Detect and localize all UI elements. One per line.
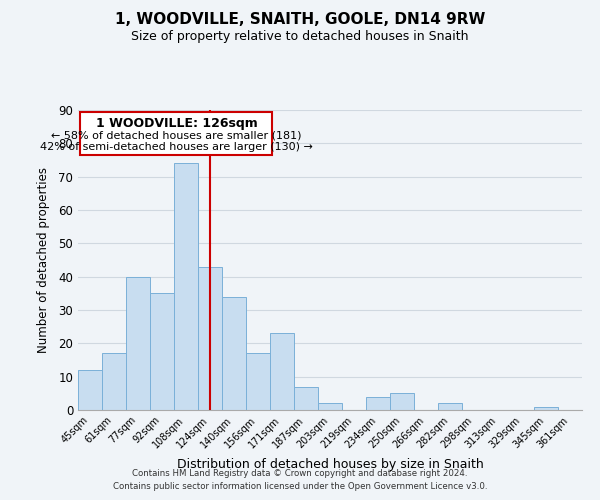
Bar: [222, 296, 246, 410]
Bar: [174, 164, 198, 410]
Bar: [534, 406, 558, 410]
Text: Size of property relative to detached houses in Snaith: Size of property relative to detached ho…: [131, 30, 469, 43]
Y-axis label: Number of detached properties: Number of detached properties: [37, 167, 50, 353]
FancyBboxPatch shape: [80, 112, 272, 155]
Text: Contains HM Land Registry data © Crown copyright and database right 2024.: Contains HM Land Registry data © Crown c…: [132, 468, 468, 477]
Bar: [246, 354, 270, 410]
Bar: [366, 396, 390, 410]
Bar: [102, 354, 126, 410]
Text: ← 58% of detached houses are smaller (181): ← 58% of detached houses are smaller (18…: [51, 130, 302, 140]
Bar: [270, 334, 294, 410]
Bar: [318, 404, 342, 410]
Bar: [390, 394, 414, 410]
Bar: [78, 370, 102, 410]
Text: Contains public sector information licensed under the Open Government Licence v3: Contains public sector information licen…: [113, 482, 487, 491]
Bar: [294, 386, 318, 410]
Text: 1 WOODVILLE: 126sqm: 1 WOODVILLE: 126sqm: [95, 116, 257, 130]
Bar: [438, 404, 462, 410]
Bar: [150, 294, 174, 410]
X-axis label: Distribution of detached houses by size in Snaith: Distribution of detached houses by size …: [176, 458, 484, 471]
Text: 42% of semi-detached houses are larger (130) →: 42% of semi-detached houses are larger (…: [40, 142, 313, 152]
Bar: [198, 266, 222, 410]
Text: 1, WOODVILLE, SNAITH, GOOLE, DN14 9RW: 1, WOODVILLE, SNAITH, GOOLE, DN14 9RW: [115, 12, 485, 28]
Bar: [126, 276, 150, 410]
